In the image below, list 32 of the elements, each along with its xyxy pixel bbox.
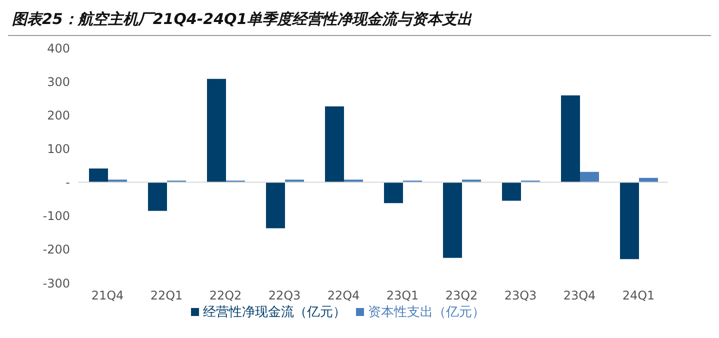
x-tick-label: 21Q4 (91, 288, 124, 303)
x-tick-label: 23Q1 (386, 288, 419, 303)
bar (620, 182, 639, 260)
x-tick-label: 22Q2 (209, 288, 242, 303)
bar (148, 182, 167, 211)
chart-title: 图表25：航空主机厂21Q4-24Q1单季度经营性净现金流与资本支出 (8, 8, 711, 36)
y-tick-label: - (66, 176, 70, 190)
y-tick-label: -300 (42, 276, 70, 290)
bar (580, 172, 599, 182)
x-tick-label: 23Q2 (445, 288, 478, 303)
y-tick-label: 300 (47, 74, 70, 89)
bar (443, 182, 462, 258)
x-tick-label: 24Q1 (622, 288, 655, 303)
bar (266, 182, 285, 228)
y-tick-label: 400 (47, 41, 70, 56)
x-tick-label: 23Q3 (504, 288, 537, 303)
bar (502, 182, 521, 201)
x-tick-label: 22Q3 (268, 288, 301, 303)
bar (207, 78, 226, 182)
y-tick-label: -100 (42, 209, 70, 224)
x-tick-label: 22Q1 (150, 288, 183, 303)
bar (89, 168, 108, 182)
y-tick-label: 100 (47, 142, 70, 156)
y-tick-label: 200 (47, 108, 70, 122)
bar (325, 106, 344, 182)
legend-label: 经营性净现金流（亿元） (203, 305, 346, 320)
bar (561, 95, 580, 182)
y-tick-label: -200 (42, 242, 70, 257)
bar (384, 182, 403, 204)
x-tick-label: 22Q4 (327, 288, 360, 303)
legend-label: 资本性支出（亿元） (368, 305, 485, 320)
x-tick-label: 23Q4 (563, 288, 596, 303)
